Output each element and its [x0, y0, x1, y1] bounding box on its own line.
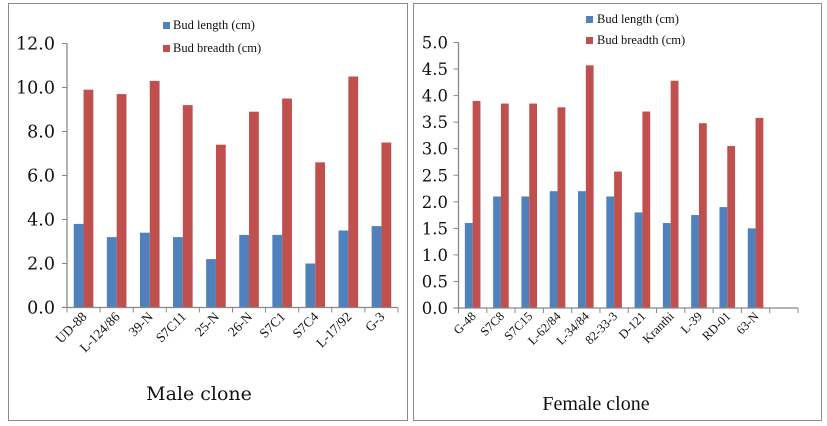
y-tick-label: 3.5: [422, 113, 448, 132]
female-clone-chart: Bud length (cm) Bud breadth (cm) 0.0 0.5 1…: [422, 12, 799, 415]
bar-bud-length-cm-39-n: [139, 232, 150, 308]
y-tick-label: 0.0: [422, 299, 448, 318]
bar-bud-length-cm-s7c1: [272, 234, 283, 308]
legend: Bud length (cm) Bud breadth (cm): [163, 18, 261, 55]
x-tick-label: G-48: [451, 309, 479, 337]
bar-bud-breadth-cm-s7c15: [529, 103, 538, 308]
bar-bud-length-cm-rd-01: [719, 207, 728, 308]
x-axis-title: Female clone: [542, 393, 649, 415]
bar-bud-breadth-cm-39-n: [149, 80, 160, 308]
bar-bud-length-cm-g-3: [371, 226, 382, 308]
bar-bud-length-cm-kranthi: [662, 223, 671, 308]
bar-bud-length-cm-s7c15: [521, 196, 530, 308]
x-tick-label: G-3: [362, 309, 388, 335]
bar-bud-length-cm-82-33-3: [606, 196, 615, 308]
x-axis-labels: G-48S7C8S7C15L-62/84L-34/8482-33-3D-121K…: [451, 309, 762, 348]
y-tick-label: 1.0: [422, 246, 448, 265]
legend-swatch-bud-length: [163, 22, 170, 29]
legend-swatch-bud-breadth: [163, 45, 170, 52]
y-tick-label: 2.5: [422, 166, 448, 185]
x-axis-title: Male clone: [146, 383, 252, 405]
y-tick-label: 0.0: [27, 299, 55, 319]
bar-bud-length-cm-s7c4: [305, 263, 316, 308]
axes: [453, 42, 799, 313]
x-tick-label: S7C11: [153, 309, 189, 345]
legend-swatch-bud-breadth: [586, 37, 593, 44]
bar-bud-breadth-cm-25-n: [215, 144, 226, 308]
legend-label-bud-length: Bud length (cm): [597, 12, 679, 26]
bar-bud-breadth-cm-d-121: [642, 111, 651, 308]
bar-bud-breadth-cm-s7c8: [500, 103, 509, 308]
bar-bud-length-cm-25-n: [206, 259, 216, 308]
bar-bud-length-cm-63-n: [747, 228, 756, 308]
bars: [73, 76, 392, 308]
bar-bud-breadth-cm-l-62-84: [557, 107, 566, 308]
male-clone-chart: Bud length (cm) Bud breadth (cm) 0.0 2.0 4…: [16, 18, 399, 405]
legend-label-bud-breadth: Bud breadth (cm): [173, 41, 261, 55]
y-tick-label: 8.0: [27, 123, 55, 143]
bar-bud-length-cm-s7c11: [173, 237, 183, 308]
bar-bud-breadth-cm-l-17-92: [348, 76, 359, 308]
bars: [464, 65, 764, 309]
x-tick-label: RD-01: [699, 309, 733, 343]
y-tick-label: 3.0: [422, 140, 448, 159]
legend: Bud length (cm) Bud breadth (cm): [586, 12, 685, 47]
x-tick-label: 25-N: [192, 309, 222, 339]
bar-bud-length-cm-l-34-84: [578, 191, 586, 308]
bar-bud-breadth-cm-kranthi: [670, 80, 679, 309]
bar-bud-breadth-cm-s7c1: [282, 98, 292, 308]
bar-bud-breadth-cm-63-n: [755, 117, 764, 308]
bar-bud-breadth-cm-l-34-84: [585, 65, 594, 308]
bar-bud-breadth-cm-26-n: [249, 111, 259, 308]
bar-bud-breadth-cm-l-39: [698, 123, 707, 308]
y-tick-label: 0.5: [422, 272, 448, 291]
bar-bud-breadth-cm-g-3: [381, 142, 392, 308]
y-axis-ticks: 0.0 0.5 1.0 1.5 2.0 2.5 3.0 3.5 4.0 4.5 5.0: [422, 34, 459, 318]
bar-bud-length-cm-l-62-84: [549, 191, 558, 308]
y-tick-label: 1.5: [422, 219, 448, 238]
bar-bud-length-cm-l-17-92: [338, 230, 349, 308]
bar-bud-length-cm-s7c8: [493, 196, 501, 308]
bar-bud-length-cm-d-121: [634, 212, 643, 308]
bar-bud-breadth-cm-s7c4: [315, 162, 326, 308]
y-tick-label: 6.0: [27, 167, 55, 187]
male-clone-chart-panel: [8, 3, 408, 421]
x-tick-label: S7C1: [256, 309, 288, 341]
x-tick-label: 26-N: [225, 309, 255, 339]
y-tick-label: 2.0: [27, 255, 55, 275]
y-axis-ticks: 0.0 2.0 4.0 6.0 8.0 10.0 12.0: [16, 35, 67, 319]
y-tick-label: 4.0: [27, 211, 55, 231]
x-tick-label: L-17/92: [313, 309, 354, 350]
bar-bud-breadth-cm-rd-01: [727, 146, 736, 308]
bar-bud-length-cm-g-48: [464, 223, 473, 308]
axes: [62, 43, 399, 313]
legend-swatch-bud-length: [586, 16, 593, 23]
y-tick-label: 4.5: [422, 60, 448, 79]
bar-bud-length-cm-ud-88: [73, 223, 84, 308]
bar-bud-breadth-cm-ud-88: [83, 89, 94, 308]
x-tick-label: Kranthi: [640, 309, 677, 346]
bar-bud-length-cm-l-124-86: [106, 237, 117, 308]
bar-bud-length-cm-l-39: [691, 215, 699, 308]
bar-bud-breadth-cm-g-48: [472, 100, 481, 308]
y-tick-label: 4.0: [422, 87, 448, 106]
legend-label-bud-length: Bud length (cm): [173, 18, 255, 32]
bar-bud-breadth-cm-s7c11: [182, 105, 193, 308]
x-tick-label: 63-N: [734, 309, 762, 337]
y-tick-label: 5.0: [422, 34, 448, 53]
y-tick-label: 2.0: [422, 193, 448, 212]
bar-bud-length-cm-26-n: [239, 234, 250, 308]
bar-bud-breadth-cm-82-33-3: [614, 171, 622, 308]
y-tick-label: 12.0: [16, 35, 55, 55]
legend-label-bud-breadth: Bud breadth (cm): [597, 33, 685, 47]
x-tick-label: 82-33-3: [582, 309, 620, 347]
y-tick-label: 10.0: [16, 79, 55, 99]
bar-bud-breadth-cm-l-124-86: [116, 94, 127, 308]
